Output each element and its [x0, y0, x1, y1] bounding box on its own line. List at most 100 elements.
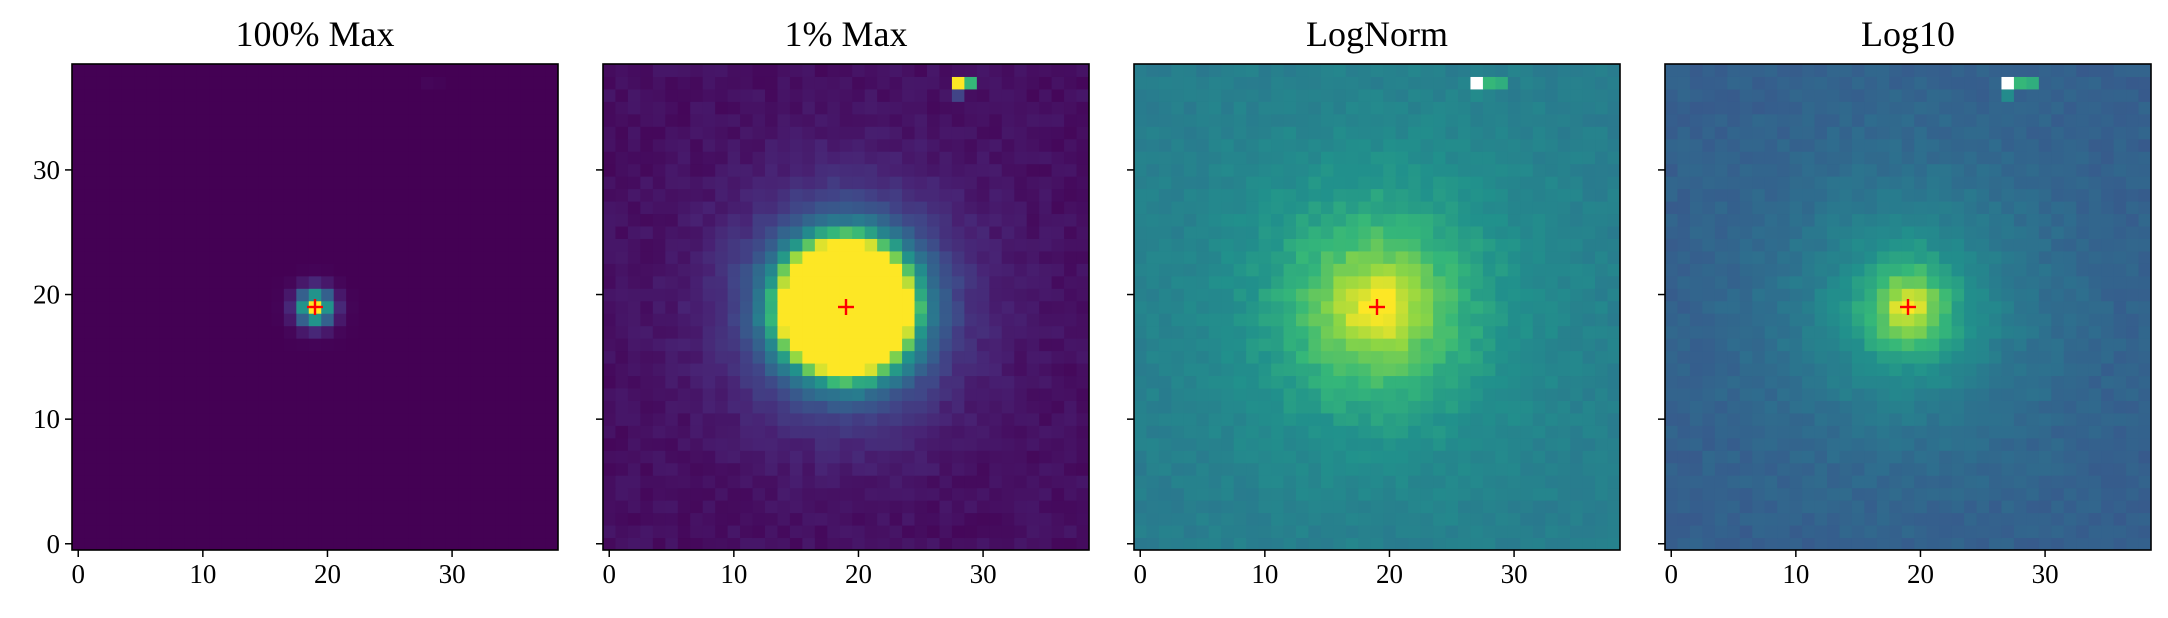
heatmap-cell — [951, 88, 965, 102]
heatmap-cell — [852, 64, 866, 77]
heatmap-cell — [1196, 512, 1210, 526]
heatmap-cell — [458, 475, 472, 489]
heatmap-cell — [1595, 475, 1609, 489]
heatmap-cell — [1183, 88, 1197, 102]
heatmap-cell — [1171, 151, 1185, 165]
heatmap-cell — [1532, 76, 1546, 90]
heatmap-cell — [627, 412, 641, 426]
heatmap-cell — [458, 425, 472, 439]
heatmap-cell — [802, 512, 816, 526]
heatmap-cell — [802, 450, 816, 464]
heatmap-cell — [1383, 226, 1397, 239]
heatmap-cell — [1420, 450, 1434, 464]
heatmap-cell — [1607, 475, 1621, 489]
heatmap-cell — [445, 363, 459, 377]
heatmap-cell — [258, 126, 272, 140]
heatmap-cell — [1607, 350, 1621, 364]
heatmap-cell — [1482, 126, 1496, 140]
heatmap-cell — [433, 201, 447, 215]
heatmap-cell — [677, 525, 691, 539]
heatmap-cell — [1814, 462, 1828, 476]
heatmap-cell — [146, 537, 160, 551]
heatmap-cell — [533, 363, 547, 377]
heatmap-cell — [2088, 475, 2102, 489]
heatmap-cell — [1076, 363, 1090, 377]
heatmap-cell — [1196, 412, 1210, 426]
heatmap-cell — [715, 250, 729, 264]
heatmap-cell — [627, 213, 641, 227]
heatmap-cell — [1814, 525, 1828, 539]
heatmap-cell — [1233, 388, 1247, 401]
heatmap-cell — [1283, 151, 1297, 165]
heatmap-cell — [283, 388, 297, 401]
heatmap-cell — [1582, 226, 1596, 239]
heatmap-cell — [839, 76, 853, 90]
heatmap-cell — [889, 300, 903, 314]
heatmap-cell — [458, 163, 472, 177]
heatmap-cell — [1233, 462, 1247, 476]
heatmap-cell — [545, 113, 559, 127]
heatmap-cell — [702, 275, 716, 289]
heatmap-cell — [2101, 450, 2115, 464]
heatmap-cell — [1246, 500, 1260, 514]
heatmap-cell — [1752, 450, 1766, 464]
heatmap-cell — [1827, 437, 1840, 451]
heatmap-cell — [1802, 525, 1816, 539]
heatmap-cell — [1358, 375, 1372, 389]
heatmap-cell — [1320, 487, 1334, 501]
heatmap-cell — [1545, 537, 1559, 551]
heatmap-cell — [976, 363, 990, 377]
heatmap-cell — [615, 363, 629, 377]
heatmap-cell — [914, 113, 928, 127]
heatmap-cell — [752, 101, 766, 115]
heatmap-cell — [789, 138, 803, 152]
heatmap-cell — [715, 88, 729, 102]
heatmap-cell — [121, 101, 135, 115]
heatmap-cell — [408, 363, 422, 377]
heatmap-cell — [271, 512, 285, 526]
heatmap-cell — [852, 462, 866, 476]
heatmap-cell — [1221, 288, 1235, 302]
heatmap-cell — [864, 338, 878, 352]
heatmap-cell — [1208, 487, 1222, 501]
heatmap-cell — [1951, 425, 1965, 439]
heatmap-cell — [1014, 163, 1028, 177]
heatmap-cell — [1296, 263, 1309, 277]
heatmap-cell — [1051, 126, 1065, 140]
heatmap-cell — [1014, 525, 1028, 539]
heatmap-cell — [508, 475, 522, 489]
heatmap-cell — [1408, 512, 1422, 526]
heatmap-cell — [1470, 250, 1484, 264]
heatmap-cell — [1001, 176, 1015, 190]
heatmap-cell — [640, 450, 654, 464]
heatmap-cell — [777, 238, 791, 252]
heatmap-cell — [752, 238, 766, 252]
heatmap-cell — [1039, 400, 1053, 414]
heatmap-cell — [1383, 375, 1397, 389]
heatmap-cell — [520, 475, 534, 489]
heatmap-cell — [1258, 500, 1272, 514]
heatmap-cell — [677, 113, 691, 127]
heatmap-cell — [134, 101, 148, 115]
heatmap-cell — [1246, 151, 1260, 165]
heatmap-cell — [839, 462, 853, 476]
heatmap-cell — [520, 537, 534, 551]
heatmap-cell — [752, 475, 766, 489]
heatmap-cell — [1964, 500, 1978, 514]
heatmap-cell — [296, 64, 310, 77]
heatmap-cell — [533, 462, 547, 476]
heatmap-cell — [677, 363, 691, 377]
heatmap-cell — [84, 525, 98, 539]
heatmap-cell — [1345, 525, 1359, 539]
heatmap-cell — [1420, 101, 1434, 115]
heatmap-cell — [1221, 238, 1235, 252]
heatmap-cell — [852, 325, 866, 339]
heatmap-cell — [196, 375, 210, 389]
heatmap-cell — [408, 412, 422, 426]
heatmap-cell — [470, 375, 484, 389]
heatmap-cell — [652, 325, 666, 339]
heatmap-cell — [234, 101, 247, 115]
heatmap-cell — [914, 188, 928, 202]
heatmap-cell — [109, 338, 123, 352]
heatmap-cell — [864, 288, 878, 302]
